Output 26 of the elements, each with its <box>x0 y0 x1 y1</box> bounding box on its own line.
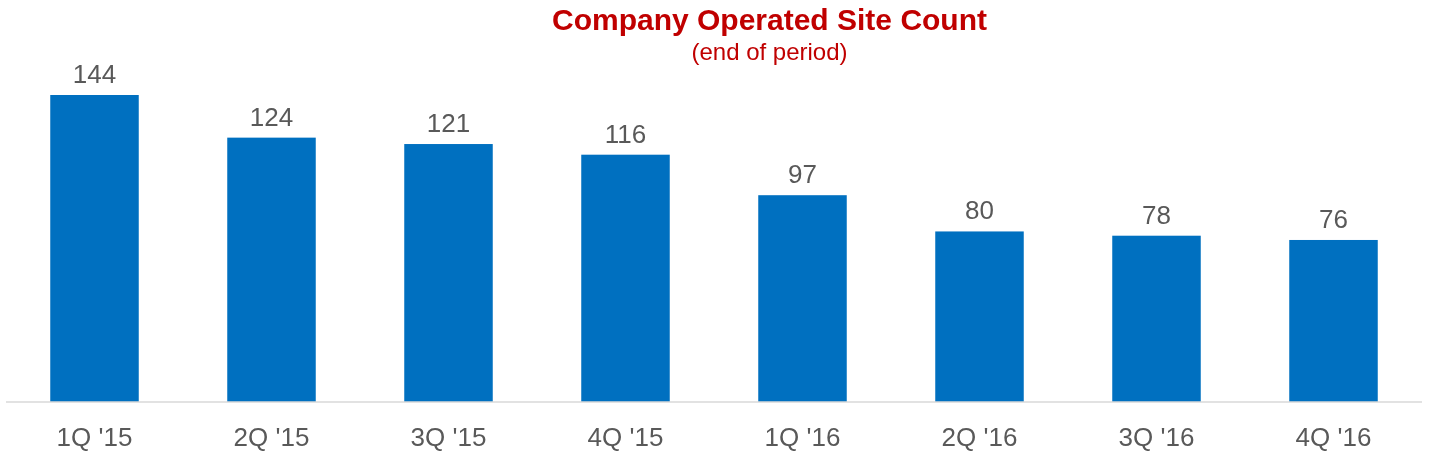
data-label: 144 <box>72 59 117 89</box>
bar <box>935 231 1024 402</box>
chart-subtitle: (end of period) <box>691 38 848 65</box>
data-label: 76 <box>1319 203 1348 234</box>
x-tick-label: 2Q '15 <box>233 422 310 452</box>
chart-title: Company Operated Site Count <box>551 3 988 36</box>
x-tick-label: 1Q '16 <box>764 422 841 452</box>
data-label: 124 <box>249 101 294 132</box>
x-tick-label: 1Q '15 <box>56 422 133 452</box>
data-label: 80 <box>965 195 994 226</box>
x-tick-label: 3Q '16 <box>1118 422 1195 452</box>
bar <box>1112 235 1201 402</box>
bar <box>404 144 493 402</box>
data-label: 97 <box>788 159 817 190</box>
data-label: 116 <box>604 118 647 149</box>
data-label: 78 <box>1142 199 1171 230</box>
x-tick-label: 4Q '15 <box>587 422 664 452</box>
x-tick-label: 3Q '15 <box>410 422 487 452</box>
bar <box>227 137 316 402</box>
x-tick-label: 4Q '16 <box>1295 422 1372 452</box>
x-tick-label: 2Q '16 <box>941 422 1018 452</box>
bar <box>1289 239 1378 402</box>
bar <box>758 195 847 402</box>
bar <box>581 154 670 402</box>
bar <box>50 95 139 402</box>
data-label: 121 <box>426 108 471 139</box>
